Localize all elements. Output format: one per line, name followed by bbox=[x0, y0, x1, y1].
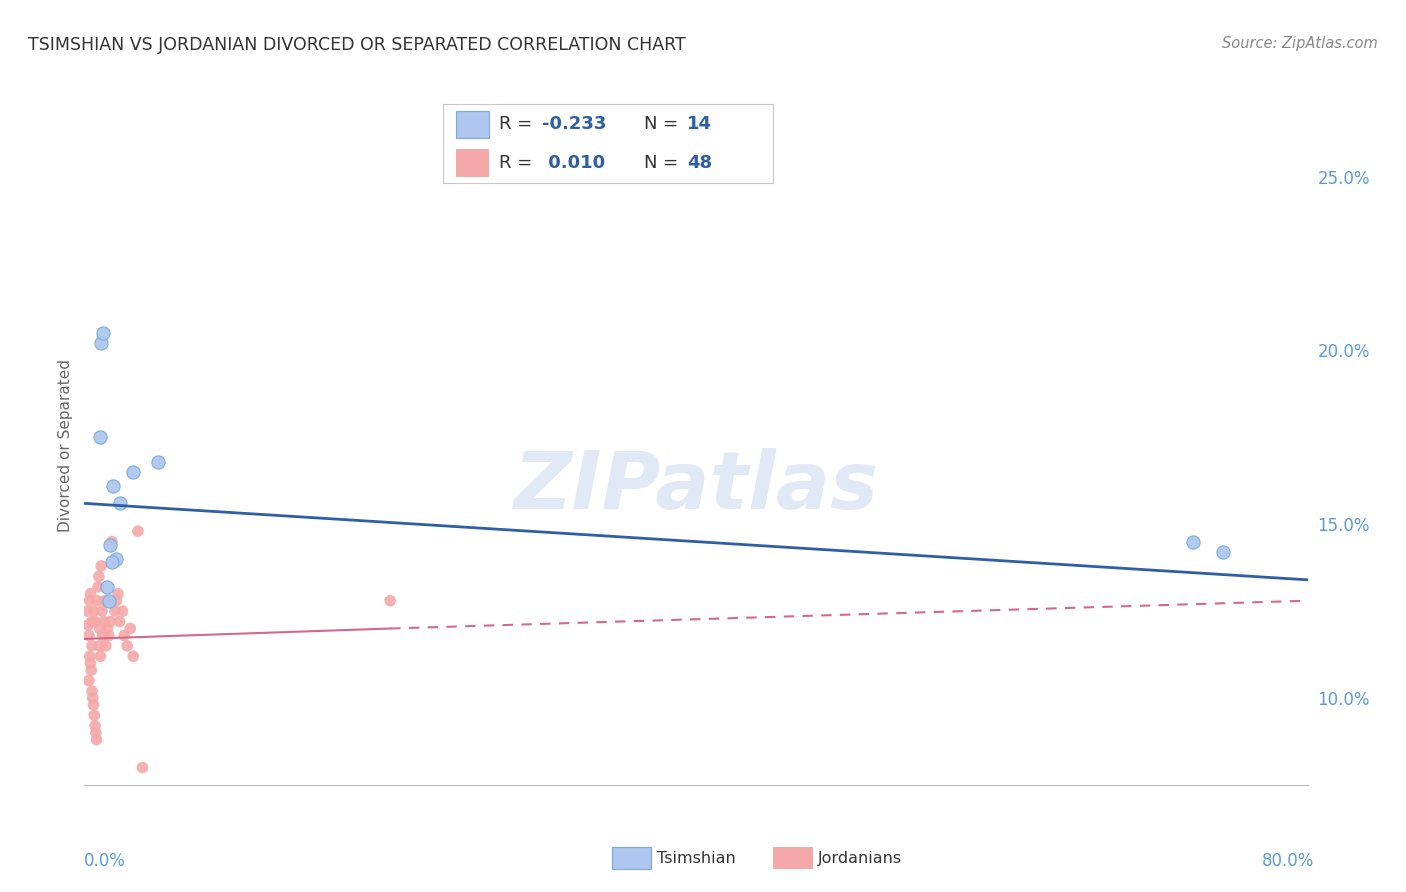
Point bbox=[93, 615, 115, 629]
Point bbox=[94, 593, 117, 607]
Point bbox=[122, 649, 145, 664]
Point bbox=[101, 534, 124, 549]
Point bbox=[86, 732, 108, 747]
Point bbox=[380, 593, 402, 607]
Point bbox=[80, 615, 103, 629]
Point bbox=[79, 657, 101, 671]
Point bbox=[77, 618, 100, 632]
Point bbox=[111, 604, 134, 618]
Bar bbox=[456, 149, 489, 177]
Text: 0.010: 0.010 bbox=[543, 153, 605, 172]
Text: N =: N = bbox=[644, 115, 685, 134]
Point bbox=[82, 691, 104, 706]
Point bbox=[86, 593, 108, 607]
Point bbox=[89, 649, 111, 664]
Point bbox=[79, 649, 101, 664]
Point bbox=[89, 430, 111, 444]
Point bbox=[96, 622, 118, 636]
Text: ZIPatlas: ZIPatlas bbox=[513, 448, 879, 525]
Point bbox=[101, 556, 124, 570]
Point bbox=[87, 580, 110, 594]
Point bbox=[84, 726, 107, 740]
Point bbox=[98, 538, 121, 552]
Point bbox=[105, 593, 128, 607]
Text: R =: R = bbox=[499, 153, 538, 172]
Y-axis label: Divorced or Separated: Divorced or Separated bbox=[58, 359, 73, 533]
Point bbox=[91, 326, 114, 340]
Point bbox=[83, 698, 105, 712]
Point bbox=[84, 719, 107, 733]
Point bbox=[108, 496, 131, 510]
Point bbox=[146, 455, 169, 469]
Point bbox=[97, 628, 120, 642]
Point bbox=[91, 628, 114, 642]
Point bbox=[105, 552, 128, 566]
Text: R =: R = bbox=[499, 115, 538, 134]
Text: 80.0%: 80.0% bbox=[1263, 852, 1315, 870]
Point bbox=[97, 593, 120, 607]
Point bbox=[77, 673, 100, 688]
Point bbox=[107, 587, 129, 601]
Text: N =: N = bbox=[644, 153, 685, 172]
Text: 0.0%: 0.0% bbox=[84, 852, 127, 870]
Point bbox=[77, 628, 100, 642]
Point bbox=[76, 604, 98, 618]
Point bbox=[1181, 534, 1204, 549]
Text: Jordanians: Jordanians bbox=[818, 851, 903, 865]
Point bbox=[1212, 545, 1234, 559]
Point bbox=[84, 615, 107, 629]
Point bbox=[108, 615, 131, 629]
Point bbox=[98, 615, 121, 629]
Text: TSIMSHIAN VS JORDANIAN DIVORCED OR SEPARATED CORRELATION CHART: TSIMSHIAN VS JORDANIAN DIVORCED OR SEPAR… bbox=[28, 36, 686, 54]
Bar bbox=[456, 111, 489, 138]
Text: -0.233: -0.233 bbox=[543, 115, 606, 134]
Point bbox=[79, 587, 101, 601]
Point bbox=[80, 663, 103, 677]
Point bbox=[80, 684, 103, 698]
Point bbox=[89, 622, 111, 636]
Point bbox=[103, 479, 125, 493]
Point bbox=[127, 524, 149, 538]
Point bbox=[115, 639, 138, 653]
Text: 48: 48 bbox=[688, 153, 713, 172]
Point bbox=[131, 761, 153, 775]
Point bbox=[83, 708, 105, 723]
Text: 14: 14 bbox=[688, 115, 713, 134]
Point bbox=[83, 604, 105, 618]
Text: Tsimshian: Tsimshian bbox=[657, 851, 735, 865]
Point bbox=[90, 558, 112, 573]
Point bbox=[89, 639, 111, 653]
Point bbox=[91, 604, 114, 618]
Point bbox=[87, 569, 110, 583]
Text: Source: ZipAtlas.com: Source: ZipAtlas.com bbox=[1222, 36, 1378, 51]
Point bbox=[90, 336, 112, 351]
Point bbox=[122, 465, 145, 479]
Point bbox=[94, 639, 117, 653]
Point bbox=[96, 580, 118, 594]
Point bbox=[104, 604, 127, 618]
Point bbox=[79, 593, 101, 607]
Point bbox=[120, 622, 142, 636]
Point bbox=[112, 628, 135, 642]
Point bbox=[80, 639, 103, 653]
